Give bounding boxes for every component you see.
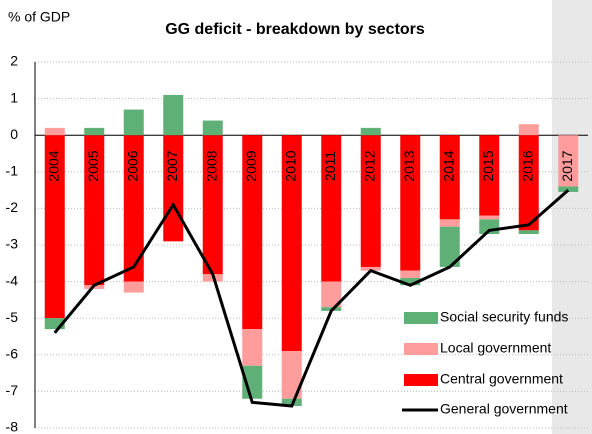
y-tick-label: -5 [6,309,19,325]
bar-segment [123,135,144,282]
x-tick-label: 2010 [282,150,298,181]
legend-label: Local government [440,340,551,356]
x-tick-label: 2009 [243,150,259,181]
bar-segment [281,351,302,399]
y-tick-label: 0 [10,126,18,142]
bar-segment [439,219,460,227]
forecast-shade [552,0,592,434]
chart-title: GG deficit - breakdown by sectors [165,21,425,38]
legend-swatch [404,374,438,386]
x-tick-label: 2013 [401,150,417,181]
bar-segment [84,127,105,136]
bar-segment [518,230,539,235]
bar-segment [439,135,460,220]
bar-segment [202,135,223,275]
bar-segment [558,135,579,187]
x-tick-label: 2017 [559,150,575,181]
legend-label: General government [440,401,568,417]
bar-segment [44,135,65,319]
bar-segment [558,186,579,192]
bar-segment [321,281,342,308]
bar-segment [360,127,381,136]
y-tick-label: -1 [6,163,19,179]
bar-segment [281,135,302,352]
y-tick-label: -2 [6,199,19,215]
y-tick-label: -8 [6,419,19,434]
bar-segment [400,270,421,278]
bar-segment [321,135,342,282]
bar-segment [479,135,500,216]
y-tick-label: -7 [6,382,19,398]
x-tick-label: 2006 [124,150,140,181]
bar-segment [44,318,65,330]
legend-label: Central government [440,371,563,387]
bar-segment [44,127,65,136]
bar-segment [123,281,144,293]
y-tick-label: -3 [6,236,19,252]
bar-segment [242,135,263,330]
bar-segment [360,266,381,271]
y-tick-label: -4 [6,272,19,288]
y-tick-label: 2 [10,53,18,69]
bar-segment [400,277,421,286]
bar-segment [518,135,539,231]
bar-segment [518,124,539,136]
legend-swatch [404,343,438,355]
x-tick-label: 2007 [164,150,180,181]
bar-segment [202,120,223,136]
legend-swatch [404,312,438,324]
bar-segment [479,215,500,220]
line [53,188,570,408]
bar-segment [242,329,263,366]
x-tick-label: 2008 [203,150,219,181]
x-tick-label: 2015 [480,150,496,181]
bar-segment [439,226,460,267]
x-tick-label: 2014 [440,150,456,181]
legend-label: Social security funds [440,309,568,325]
bar-segment [163,94,184,136]
x-tick-label: 2012 [361,150,377,181]
y-tick-label: -6 [6,346,19,362]
y-axis-label: % of GDP [8,9,70,25]
bar-segment [400,135,421,271]
bar-segment [123,109,144,136]
bar-segment [84,135,105,286]
x-tick-label: 2016 [519,150,535,181]
bar-segment [360,135,381,267]
x-tick-label: 2011 [322,151,338,181]
x-tick-label: 2005 [85,150,101,181]
x-tick-label: 2004 [45,150,61,181]
y-tick-label: 1 [10,89,18,105]
